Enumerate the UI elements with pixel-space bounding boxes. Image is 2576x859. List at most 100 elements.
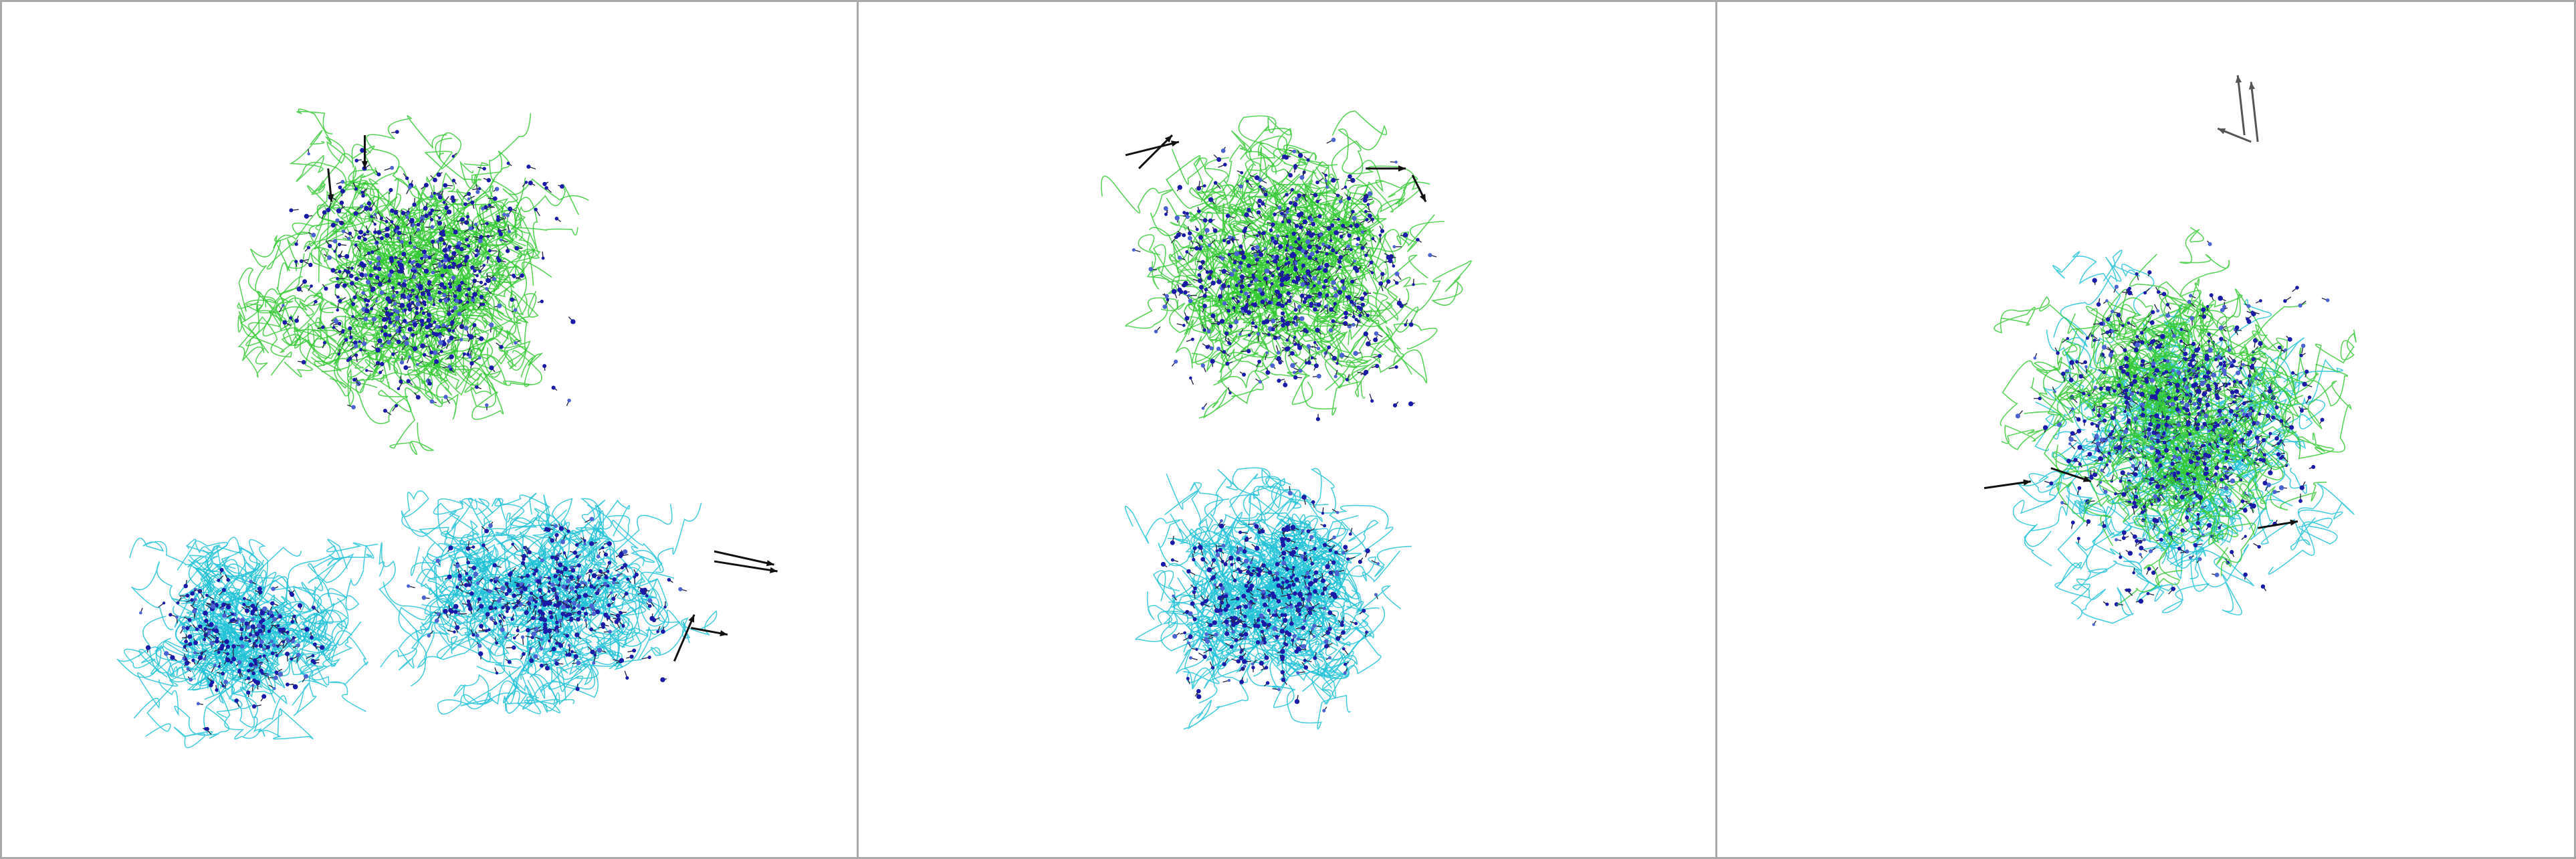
node-marker [302, 279, 308, 284]
node-marker [1260, 630, 1265, 634]
node-marker [207, 632, 211, 636]
node-marker [469, 361, 474, 366]
node-marker [467, 191, 471, 196]
node-marker [502, 615, 506, 619]
node-marker [1208, 648, 1212, 652]
node-marker [1428, 253, 1432, 258]
node-marker [231, 656, 237, 662]
node-marker [1247, 565, 1251, 569]
node-marker [516, 628, 520, 633]
node-marker [213, 628, 219, 634]
node-marker [558, 642, 562, 646]
node-marker [2229, 409, 2234, 414]
node-marker [582, 593, 588, 598]
node-marker [1311, 221, 1316, 227]
node-marker [2279, 439, 2284, 444]
backbone-trace [2103, 250, 2155, 316]
node-marker [370, 288, 374, 292]
node-marker [1265, 351, 1269, 355]
node-marker [1277, 688, 1281, 692]
node-marker [506, 213, 510, 217]
node-marker [438, 340, 443, 345]
node-marker [400, 293, 405, 298]
node-marker [624, 591, 629, 596]
node-marker [366, 201, 372, 206]
node-marker [516, 583, 520, 587]
node-marker [1287, 593, 1291, 597]
node-marker [601, 625, 605, 630]
node-marker [475, 248, 479, 253]
node-marker [1241, 254, 1247, 260]
node-marker [1363, 291, 1367, 295]
node-marker [1213, 181, 1218, 185]
backbone-trace [387, 336, 465, 377]
node-marker [249, 632, 253, 636]
node-marker [496, 599, 501, 603]
node-marker [1216, 322, 1220, 326]
node-marker [1291, 231, 1296, 236]
backbone-trace [450, 238, 515, 290]
node-marker [1321, 285, 1326, 289]
node-marker [1331, 319, 1335, 324]
node-marker [1369, 260, 1374, 265]
node-marker [1254, 524, 1259, 529]
node-marker [1376, 562, 1380, 565]
node-marker [445, 324, 449, 328]
node-marker [370, 306, 374, 310]
node-marker [430, 225, 435, 229]
node-marker [1224, 631, 1230, 636]
node-marker [580, 581, 584, 585]
backbone-trace [145, 644, 197, 737]
node-marker [1218, 583, 1223, 587]
node-marker [1296, 277, 1301, 282]
node-marker [1328, 570, 1333, 575]
node-marker [1243, 604, 1249, 609]
node-marker [1227, 284, 1230, 288]
node-marker [447, 311, 451, 316]
node-marker [1360, 296, 1365, 301]
node-marker [1334, 570, 1339, 575]
node-marker [423, 205, 428, 211]
node-marker [1321, 242, 1325, 246]
backbone-trace [415, 556, 471, 613]
panel-front-view [0, 0, 859, 859]
backbone-trace [1333, 186, 1407, 246]
node-marker [389, 312, 394, 316]
backbone-trace [292, 557, 343, 636]
backbone-trace [1175, 290, 1241, 369]
node-marker [1292, 149, 1297, 154]
node-marker [1341, 630, 1346, 635]
node-marker [373, 213, 377, 216]
node-marker [349, 335, 353, 339]
node-marker [190, 598, 194, 602]
node-marker [544, 186, 548, 190]
node-marker [259, 668, 263, 673]
node-marker [2196, 512, 2200, 516]
node-marker [667, 577, 671, 582]
node-marker [632, 648, 637, 653]
node-marker [336, 277, 340, 281]
node-marker [1343, 545, 1348, 550]
backbone-trace [410, 562, 532, 687]
node-marker [192, 609, 197, 614]
backbone-trace [433, 177, 526, 266]
node-marker [545, 600, 550, 606]
node-marker [1228, 391, 1232, 395]
node-marker [1293, 336, 1297, 339]
node-marker [313, 642, 317, 647]
node-marker [467, 602, 471, 607]
node-marker [1282, 617, 1288, 623]
backbone-trace [439, 172, 483, 234]
node-marker [423, 254, 428, 259]
node-marker [1315, 250, 1319, 254]
backbone-trace [2070, 505, 2131, 620]
node-marker [2138, 599, 2144, 604]
node-marker [499, 345, 504, 349]
node-marker [1272, 259, 1277, 264]
node-marker [534, 207, 538, 211]
node-marker [1227, 253, 1231, 257]
node-marker [385, 311, 390, 316]
node-marker [407, 307, 413, 312]
node-marker [542, 364, 547, 369]
node-marker [282, 320, 288, 325]
